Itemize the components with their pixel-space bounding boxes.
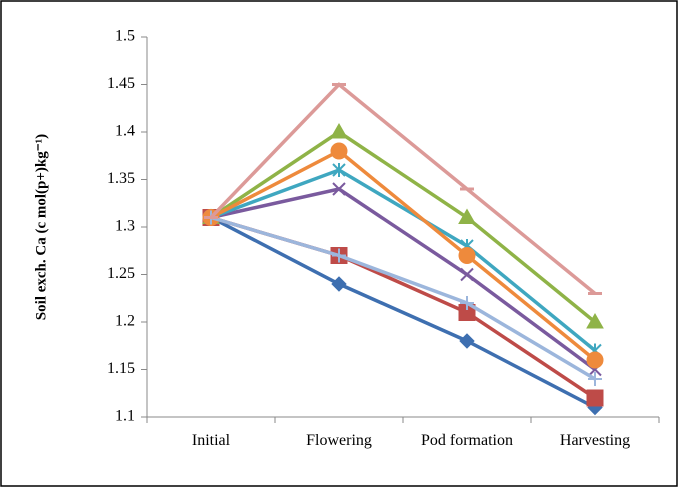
y-tick-label: 1.5 — [115, 28, 135, 45]
x-tick-label: Flowering — [306, 432, 372, 449]
marker — [330, 142, 348, 160]
x-tick-label: Harvesting — [559, 432, 631, 449]
marker — [332, 248, 346, 263]
y-tick-label: 1.4 — [115, 123, 135, 140]
marker — [460, 267, 474, 282]
x-tick-label: Pod formation — [421, 432, 513, 449]
marker — [586, 312, 604, 329]
y-tick-label: 1.15 — [107, 360, 135, 377]
series-line — [210, 168, 597, 352]
marker — [331, 276, 347, 292]
series-line — [209, 82, 597, 295]
y-tick-label: 1.35 — [107, 170, 135, 187]
series-line — [210, 148, 597, 362]
marker — [332, 163, 346, 177]
y-tick-label: 1.2 — [115, 313, 135, 330]
series-line — [210, 187, 597, 371]
marker — [588, 372, 602, 386]
series-line — [210, 215, 596, 381]
y-tick-label: 1.45 — [107, 75, 135, 92]
marker — [458, 208, 476, 224]
series-line — [210, 129, 597, 324]
marker — [460, 296, 474, 310]
marker — [330, 122, 348, 139]
y-tick-label: 1.1 — [115, 408, 135, 425]
y-tick-label: 1.3 — [115, 218, 135, 235]
marker — [459, 333, 475, 349]
marker — [586, 351, 604, 369]
y-tick-label: 1.25 — [107, 265, 135, 282]
series-line — [210, 215, 596, 410]
y-axis-label: Soil exch. Ca (c mol(p+)kg⁻¹) — [33, 134, 49, 320]
marker — [332, 182, 346, 196]
marker — [586, 389, 604, 407]
marker — [458, 247, 476, 264]
x-tick-label: Initial — [191, 432, 231, 449]
